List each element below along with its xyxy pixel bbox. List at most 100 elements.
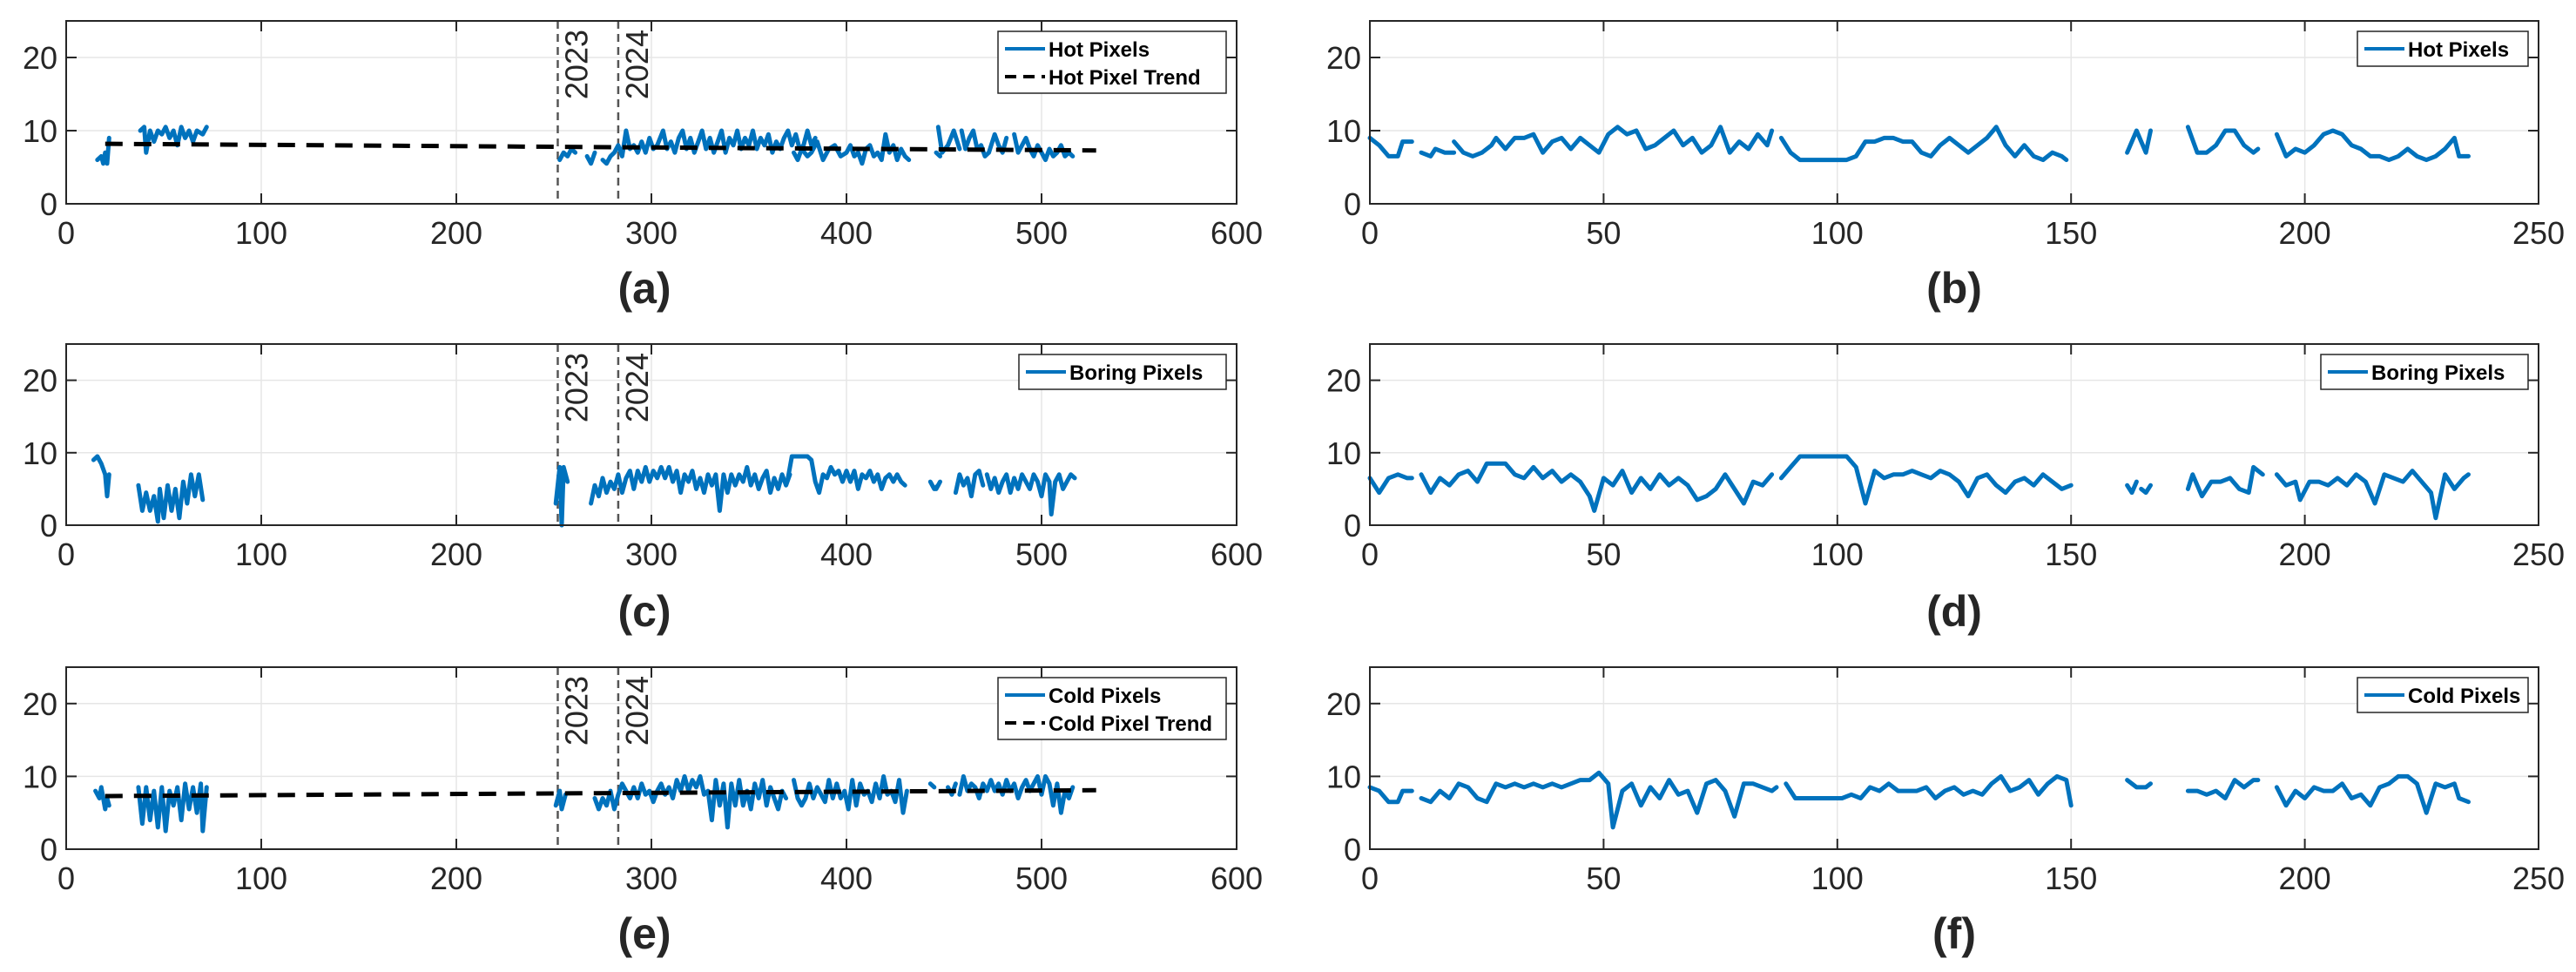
plot-area: [1370, 21, 2539, 204]
x-tick-label: 600: [1210, 861, 1263, 896]
series-line: [934, 479, 942, 491]
y-tick-label: 0: [1344, 832, 1361, 867]
y-tick-label: 10: [1326, 113, 1361, 149]
panel: 2023 2024 0 100 200 300 400 500 600 0 10 20 Cold Pix…: [23, 666, 1263, 958]
series-line: [2125, 128, 2153, 155]
series-line: [2274, 469, 2471, 521]
panel: 0 50 100 150 200 250 0 10 20 Hot Pixels (b): [1326, 20, 2565, 313]
x-tick-label: 400: [820, 215, 873, 251]
legend-label: Hot Pixels: [2408, 38, 2509, 62]
series-line: [2274, 128, 2471, 163]
series-line: [1367, 472, 1414, 496]
x-tick-label: 100: [235, 215, 287, 251]
y-tick-label: 10: [23, 113, 57, 149]
series-line: [792, 773, 909, 815]
panel-label: (d): [1926, 587, 1982, 636]
y-tick-label: 0: [1344, 508, 1361, 543]
series-line: [553, 788, 568, 812]
series-line: [93, 785, 111, 812]
y-tick-label: 0: [40, 832, 57, 867]
series-line: [1778, 125, 2069, 163]
trend-line: [105, 141, 1096, 153]
trend-line: [105, 787, 1096, 799]
year-marker-label: 2024: [619, 676, 655, 746]
x-tick-label: 200: [2279, 537, 2331, 572]
panel-label: (e): [617, 909, 671, 958]
y-tick-label: 20: [1326, 686, 1361, 722]
x-tick-label: 250: [2512, 861, 2565, 896]
legend: Boring Pixels: [2320, 354, 2529, 390]
panel-label: (b): [1926, 264, 1982, 313]
x-tick-label: 50: [1586, 215, 1621, 251]
legend: Hot Pixels: [2357, 30, 2529, 67]
series-line: [2125, 479, 2139, 496]
year-marker-label: 2023: [558, 30, 594, 99]
series-line: [1419, 770, 1779, 830]
year-marker-label: 2024: [619, 353, 655, 422]
series-line: [957, 773, 1076, 815]
x-tick-label: 200: [430, 215, 482, 251]
series-line: [1419, 461, 1775, 513]
y-tick-label: 0: [40, 186, 57, 222]
y-tick-label: 10: [1326, 759, 1361, 794]
year-marker-label: 2023: [558, 353, 594, 422]
x-tick-label: 0: [1361, 537, 1379, 572]
plot-area: [1370, 667, 2539, 849]
series-line: [935, 125, 962, 155]
series-line: [2185, 464, 2265, 499]
x-tick-label: 200: [2279, 861, 2331, 896]
data-series: [1367, 770, 2471, 830]
x-tick-label: 250: [2512, 215, 2565, 251]
x-tick-label: 400: [820, 537, 873, 572]
trend-series: [105, 787, 1096, 799]
series-line: [2125, 778, 2153, 790]
axes-frame: [1369, 666, 2539, 850]
series-line: [1452, 125, 1775, 159]
legend-box: [997, 30, 1227, 94]
panel-label: (a): [617, 264, 671, 313]
panel: 0 50 100 150 200 250 0 10 20 Cold Pixels (f): [1326, 666, 2565, 958]
trend-series: [105, 141, 1096, 153]
x-tick-label: 500: [1015, 537, 1068, 572]
y-tick-label: 20: [1326, 40, 1361, 76]
y-tick-label: 10: [23, 435, 57, 471]
legend: Cold Pixels Cold Pixel Trend: [997, 677, 1227, 740]
x-tick-label: 100: [235, 537, 287, 572]
x-tick-label: 500: [1015, 861, 1068, 896]
x-tick-label: 0: [57, 537, 75, 572]
series-line: [934, 150, 942, 159]
legend: Cold Pixels: [2357, 677, 2529, 713]
year-marker-label: 2024: [619, 30, 655, 99]
x-tick-label: 600: [1210, 215, 1263, 251]
series-line: [1778, 454, 2074, 506]
y-tick-label: 20: [1326, 363, 1361, 399]
x-tick-label: 100: [1811, 861, 1864, 896]
x-tick-label: 50: [1586, 537, 1621, 572]
series-line: [584, 150, 597, 166]
series-line: [2185, 125, 2261, 155]
legend-box: [997, 677, 1227, 740]
series-line: [927, 781, 937, 790]
series-line: [136, 472, 206, 524]
x-tick-label: 300: [625, 215, 678, 251]
x-tick-label: 150: [2045, 861, 2097, 896]
x-tick-label: 0: [1361, 861, 1379, 896]
y-tick-label: 10: [23, 759, 57, 794]
panel-label: (f): [1932, 909, 1976, 958]
x-tick-label: 300: [625, 861, 678, 896]
year-marker-label: 2023: [558, 676, 594, 746]
legend-label: Hot Pixel Trend: [1049, 66, 1201, 90]
legend: Hot Pixels Hot Pixel Trend: [997, 30, 1227, 94]
series-line: [1367, 135, 1414, 159]
x-tick-label: 0: [57, 861, 75, 896]
legend: Boring Pixels: [1018, 354, 1227, 390]
series-line: [984, 472, 1077, 516]
data-series: [1367, 125, 2471, 163]
x-tick-label: 300: [625, 537, 678, 572]
series-line: [91, 454, 111, 499]
series-line: [786, 454, 907, 496]
x-tick-label: 600: [1210, 537, 1263, 572]
x-tick-label: 200: [2279, 215, 2331, 251]
x-tick-label: 200: [430, 537, 482, 572]
